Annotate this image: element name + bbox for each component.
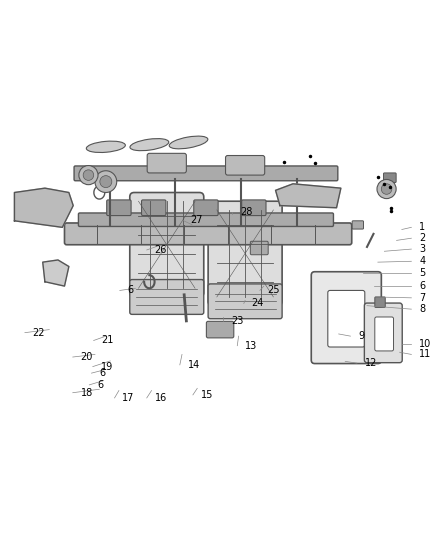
Polygon shape	[43, 260, 69, 286]
Text: 24: 24	[252, 298, 264, 309]
Text: 26: 26	[155, 245, 167, 255]
Text: 18: 18	[81, 387, 93, 398]
Text: 8: 8	[419, 304, 425, 314]
Text: 27: 27	[191, 215, 203, 225]
FancyBboxPatch shape	[364, 303, 402, 362]
FancyBboxPatch shape	[208, 284, 282, 319]
FancyBboxPatch shape	[352, 221, 364, 229]
Text: 19: 19	[101, 361, 113, 372]
FancyBboxPatch shape	[64, 223, 352, 245]
FancyBboxPatch shape	[107, 200, 131, 215]
Text: 16: 16	[155, 393, 167, 403]
Ellipse shape	[130, 139, 169, 151]
Text: 23: 23	[231, 316, 244, 326]
Text: 7: 7	[419, 293, 425, 303]
Circle shape	[377, 180, 396, 199]
FancyBboxPatch shape	[375, 297, 385, 308]
Circle shape	[79, 166, 98, 184]
Text: 21: 21	[102, 335, 114, 345]
FancyBboxPatch shape	[311, 272, 381, 364]
FancyBboxPatch shape	[130, 192, 204, 297]
Text: 10: 10	[419, 339, 431, 349]
FancyBboxPatch shape	[208, 201, 282, 305]
Text: 22: 22	[33, 328, 45, 337]
FancyBboxPatch shape	[226, 156, 265, 175]
Text: 6: 6	[127, 286, 134, 295]
Text: 20: 20	[81, 352, 93, 362]
Text: 25: 25	[268, 286, 280, 295]
Circle shape	[95, 171, 117, 192]
Text: 12: 12	[365, 358, 377, 368]
Text: 3: 3	[419, 244, 425, 254]
Circle shape	[100, 176, 112, 188]
FancyBboxPatch shape	[242, 200, 266, 215]
FancyBboxPatch shape	[251, 241, 268, 255]
Circle shape	[83, 170, 94, 180]
Text: 6: 6	[97, 380, 103, 390]
FancyBboxPatch shape	[206, 321, 234, 338]
Text: 14: 14	[187, 360, 200, 370]
FancyBboxPatch shape	[74, 166, 338, 181]
Circle shape	[381, 184, 392, 195]
Ellipse shape	[169, 136, 208, 149]
Text: 13: 13	[245, 341, 258, 351]
Text: 6: 6	[419, 281, 425, 291]
Text: 1: 1	[419, 222, 425, 232]
Polygon shape	[14, 188, 73, 228]
Text: 9: 9	[358, 331, 364, 341]
Text: 5: 5	[419, 269, 425, 278]
Text: 28: 28	[240, 207, 252, 217]
FancyBboxPatch shape	[130, 279, 204, 314]
FancyBboxPatch shape	[194, 200, 218, 215]
FancyBboxPatch shape	[147, 154, 186, 173]
FancyBboxPatch shape	[78, 213, 333, 227]
FancyBboxPatch shape	[384, 173, 396, 182]
Text: 6: 6	[99, 368, 106, 378]
FancyBboxPatch shape	[141, 200, 166, 215]
Text: 4: 4	[419, 256, 425, 266]
FancyBboxPatch shape	[328, 290, 365, 347]
Text: 15: 15	[201, 390, 213, 400]
Text: 11: 11	[419, 350, 431, 359]
Ellipse shape	[86, 141, 125, 152]
Text: 2: 2	[419, 233, 425, 243]
Text: 17: 17	[122, 393, 135, 403]
Polygon shape	[276, 184, 341, 208]
FancyBboxPatch shape	[375, 317, 393, 351]
